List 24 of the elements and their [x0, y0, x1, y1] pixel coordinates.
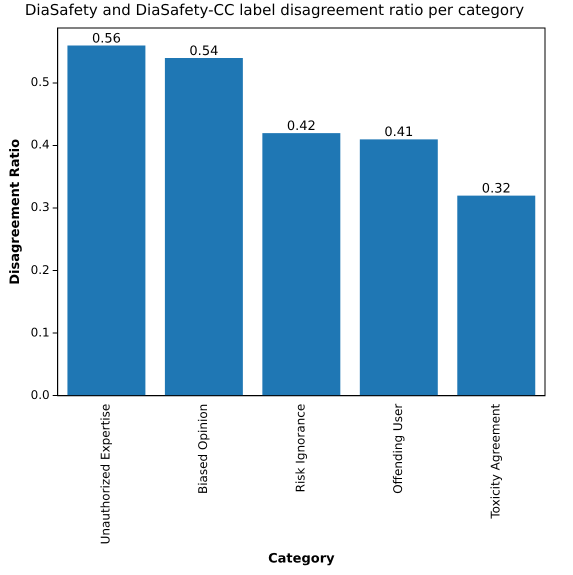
- bar: [164, 58, 243, 396]
- y-tick-label: 0.4: [30, 138, 50, 152]
- x-tick-label: Toxicity Agreement: [488, 403, 502, 520]
- x-tick-label: Unauthorized Expertise: [98, 404, 113, 544]
- x-tick-label: Offending User: [390, 404, 405, 494]
- y-tick-label: 0.5: [30, 75, 50, 90]
- x-tick-label: Risk Ignorance: [293, 404, 308, 492]
- x-tick-label: Biased Opinion: [196, 404, 210, 494]
- y-tick-label: 0.3: [30, 200, 50, 214]
- y-axis-title: Disagreement Ratio: [8, 138, 24, 285]
- data-label: 0.41: [384, 125, 414, 140]
- bar: [262, 133, 340, 396]
- chart-title: DiaSafety and DiaSafety-CC label disagreement ratio per category: [24, 0, 524, 19]
- bar: [67, 46, 146, 396]
- x-axis-title: Category: [268, 552, 336, 567]
- y-tick-label: 0.0: [30, 388, 50, 402]
- data-label: 0.56: [92, 31, 121, 46]
- bar: [360, 139, 438, 396]
- data-label: 0.54: [189, 44, 218, 59]
- y-tick-label: 0.1: [30, 325, 50, 340]
- y-tick-label: 0.2: [30, 262, 50, 277]
- data-label: 0.32: [482, 181, 511, 196]
- bar: [457, 196, 536, 396]
- data-label: 0.42: [286, 118, 316, 134]
